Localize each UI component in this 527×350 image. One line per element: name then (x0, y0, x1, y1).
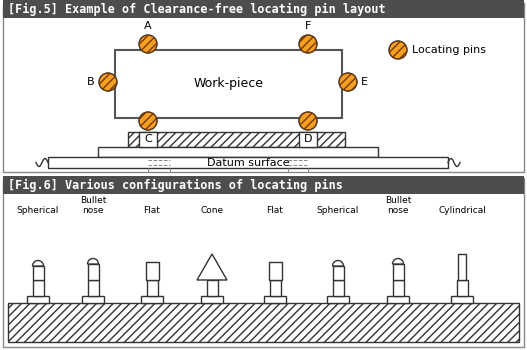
Circle shape (139, 112, 157, 130)
Bar (27, 296, 49, 303)
Circle shape (99, 73, 117, 91)
Bar (33, 266, 44, 280)
Text: Locating pins: Locating pins (412, 45, 486, 55)
Bar (115, 50, 342, 118)
Text: C: C (144, 134, 152, 144)
Bar (145, 262, 159, 280)
Bar (451, 296, 473, 303)
Bar (3, 178, 524, 347)
Bar (48, 157, 448, 168)
Wedge shape (333, 260, 344, 266)
Text: Flat: Flat (143, 206, 160, 215)
Text: F: F (305, 21, 311, 31)
Bar (393, 280, 404, 296)
Text: A: A (144, 21, 152, 31)
Text: Bullet
nose: Bullet nose (385, 196, 411, 215)
Circle shape (389, 41, 407, 59)
Text: [Fig.6] Various configurations of locating pins: [Fig.6] Various configurations of locati… (8, 178, 343, 191)
Bar (98, 147, 378, 157)
Bar (3, 176, 524, 194)
Text: Bullet
nose: Bullet nose (80, 196, 106, 215)
Text: D: D (304, 134, 313, 144)
Circle shape (299, 112, 317, 130)
Circle shape (299, 35, 317, 53)
Bar (147, 280, 158, 296)
Bar (141, 296, 163, 303)
Bar (327, 296, 349, 303)
Wedge shape (33, 260, 44, 266)
Bar (387, 296, 409, 303)
Bar (333, 266, 344, 280)
Bar (139, 132, 157, 147)
Bar (128, 132, 345, 147)
Bar (268, 262, 281, 280)
Text: Spherical: Spherical (317, 206, 359, 215)
Bar (3, 0, 524, 18)
Bar (393, 264, 404, 280)
Text: B: B (87, 77, 95, 87)
Bar (33, 280, 44, 296)
Text: Flat: Flat (267, 206, 284, 215)
Bar (3, 3, 524, 172)
Wedge shape (393, 259, 404, 264)
Wedge shape (87, 259, 99, 264)
Text: Datum surface: Datum surface (207, 158, 289, 168)
Bar (299, 132, 317, 147)
Text: Cone: Cone (200, 206, 223, 215)
Bar (87, 280, 99, 296)
Bar (82, 296, 104, 303)
Text: [Fig.5] Example of Clearance-free locating pin layout: [Fig.5] Example of Clearance-free locati… (8, 2, 386, 15)
Bar (456, 280, 467, 296)
Bar (264, 296, 286, 303)
Bar (87, 264, 99, 280)
Text: Cylindrical: Cylindrical (438, 206, 486, 215)
Bar (8, 303, 519, 342)
Bar (207, 280, 218, 296)
Bar (333, 280, 344, 296)
Circle shape (139, 35, 157, 53)
Text: Spherical: Spherical (17, 206, 59, 215)
Bar (458, 254, 466, 280)
Circle shape (339, 73, 357, 91)
Bar (201, 296, 223, 303)
Text: Work-piece: Work-piece (193, 77, 264, 91)
Text: E: E (361, 77, 368, 87)
Bar (269, 280, 280, 296)
Polygon shape (197, 254, 227, 280)
